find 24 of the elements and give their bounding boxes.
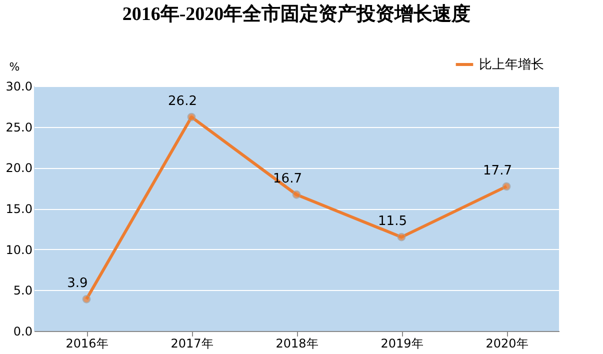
data-label: 11.5 xyxy=(378,214,407,230)
legend-label: 比上年增长 xyxy=(479,58,544,72)
x-tick-label: 2018年 xyxy=(276,336,318,350)
point xyxy=(187,112,196,122)
point xyxy=(82,294,91,304)
y-tick-label: 30.0 xyxy=(6,80,32,94)
x-tick-label: 2020年 xyxy=(486,336,528,350)
x-tick-label: 2017年 xyxy=(170,336,214,350)
data-label: 3.9 xyxy=(67,276,88,292)
chart-title: 2016年-2020年全市固定资产投资增长速度 xyxy=(122,3,471,25)
y-tick-label: 25.0 xyxy=(6,120,32,134)
data-label: 17.7 xyxy=(483,163,512,178)
y-tick-label: 10.0 xyxy=(6,242,32,257)
y-tick-label: 20.0 xyxy=(6,161,32,176)
point xyxy=(502,182,511,191)
data-label: 26.2 xyxy=(168,94,197,110)
x-tick-label: 2019年 xyxy=(380,336,424,350)
point xyxy=(292,190,301,199)
y-axis-title: % xyxy=(9,60,20,74)
point xyxy=(397,232,406,242)
y-tick-label: 15.0 xyxy=(6,202,32,216)
y-tick-label: 5.0 xyxy=(13,284,32,298)
y-tick-label: 0.0 xyxy=(13,324,32,338)
x-tick-label: 2016年 xyxy=(66,336,108,350)
